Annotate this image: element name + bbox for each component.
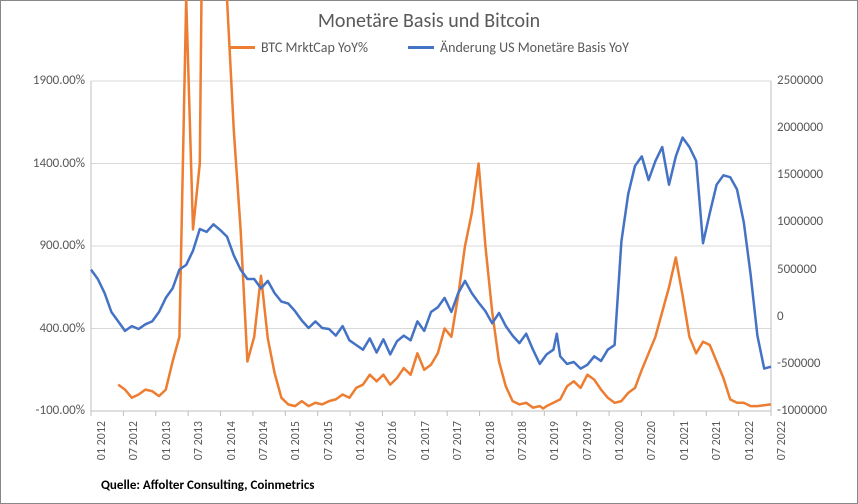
- legend-label-mb: Änderung US Monetäre Basis YoY: [440, 39, 629, 56]
- x-tick-label: 01 2018: [484, 421, 498, 481]
- x-tick-label: 07 2014: [257, 421, 271, 481]
- x-tick-label: 01 2019: [548, 421, 562, 481]
- x-tick-label: 07 2013: [192, 421, 206, 481]
- x-tick-label: 07 2017: [451, 421, 465, 481]
- legend-swatch-btc: [229, 46, 255, 49]
- right-tick-label: -500000: [777, 356, 852, 371]
- right-tick-label: -1000000: [777, 403, 852, 418]
- x-tick-label: 07 2019: [581, 421, 595, 481]
- left-tick-label: -100.00%: [5, 403, 85, 418]
- x-tick-label: 01 2016: [354, 421, 368, 481]
- x-tick-label: 01 2013: [160, 421, 174, 481]
- right-tick-label: 2000000: [777, 120, 852, 135]
- legend: BTC MrktCap YoY% Änderung US Monetäre Ba…: [1, 33, 857, 60]
- left-tick-label: 400.00%: [5, 321, 85, 336]
- x-tick-label: 01 2014: [225, 421, 239, 481]
- chart-container: Monetäre Basis und Bitcoin BTC MrktCap Y…: [0, 0, 858, 504]
- x-tick-label: 01 2012: [95, 421, 109, 481]
- x-tick-label: 01 2015: [289, 421, 303, 481]
- right-tick-label: 1000000: [777, 214, 852, 229]
- x-tick-label: 07 2018: [516, 421, 530, 481]
- legend-item-btc: BTC MrktCap YoY%: [229, 39, 368, 56]
- x-tick-label: 01 2020: [613, 421, 627, 481]
- left-tick-label: 1900.00%: [5, 73, 85, 88]
- x-tick-label: 07 2015: [322, 421, 336, 481]
- left-tick-label: 900.00%: [5, 238, 85, 253]
- right-tick-label: 2500000: [777, 73, 852, 88]
- source-text: Quelle: Affolter Consulting, Coinmetrics: [101, 478, 314, 493]
- legend-item-mb: Änderung US Monetäre Basis YoY: [408, 39, 629, 56]
- x-tick-label: 07 2012: [127, 421, 141, 481]
- x-axis-labels: 01 201207 201201 201307 201301 201407 20…: [91, 415, 771, 475]
- plot-area: [91, 81, 771, 411]
- right-tick-label: 0: [777, 309, 852, 324]
- left-tick-label: 1400.00%: [5, 156, 85, 171]
- plot-svg: [91, 81, 771, 411]
- right-tick-label: 1500000: [777, 167, 852, 182]
- x-tick-label: 01 2022: [743, 421, 757, 481]
- legend-label-btc: BTC MrktCap YoY%: [261, 39, 368, 56]
- x-tick-label: 07 2020: [645, 421, 659, 481]
- chart-title: Monetäre Basis und Bitcoin: [1, 1, 857, 33]
- x-tick-label: 01 2017: [419, 421, 433, 481]
- x-tick-label: 07 2021: [710, 421, 724, 481]
- x-tick-label: 01 2021: [678, 421, 692, 481]
- x-tick-label: 07 2022: [775, 421, 789, 481]
- x-tick-label: 07 2016: [386, 421, 400, 481]
- legend-swatch-mb: [408, 46, 434, 49]
- right-tick-label: 500000: [777, 262, 852, 277]
